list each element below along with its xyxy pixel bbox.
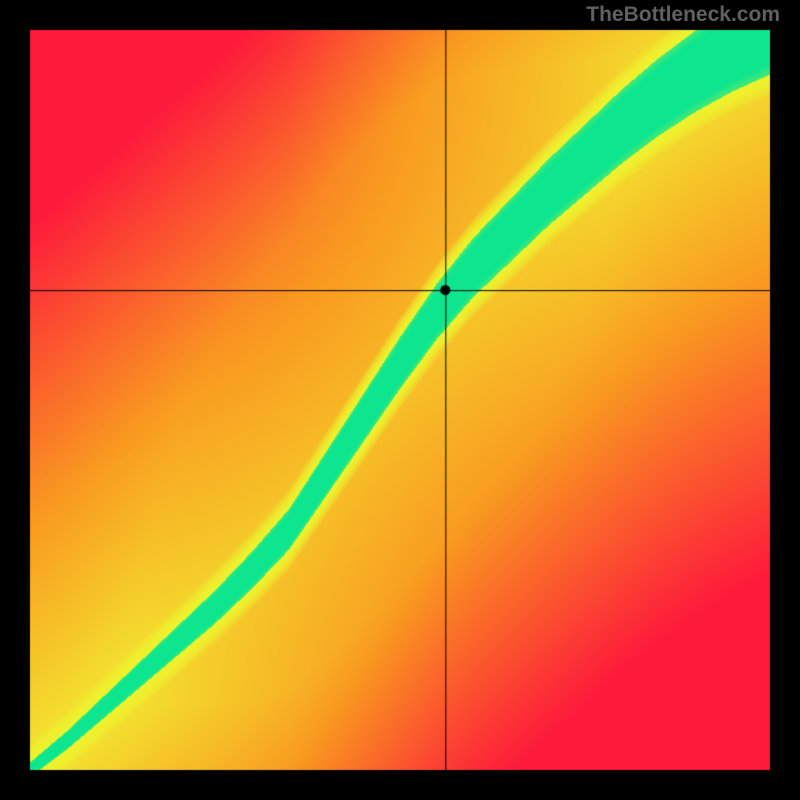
- watermark-text: TheBottleneck.com: [586, 3, 780, 27]
- bottleneck-heatmap: [0, 0, 800, 800]
